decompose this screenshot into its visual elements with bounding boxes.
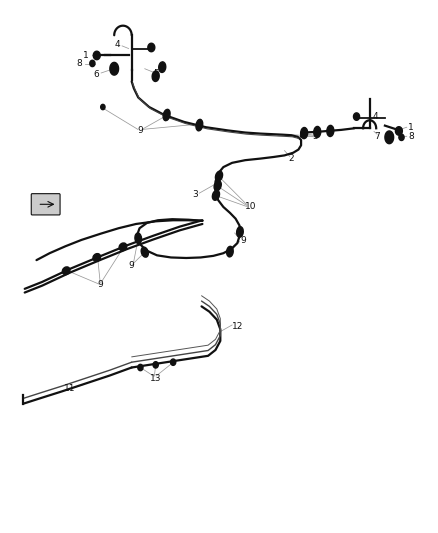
Text: 9: 9 [138, 126, 143, 135]
Text: 8: 8 [408, 132, 414, 141]
Ellipse shape [314, 126, 321, 138]
Text: 9: 9 [128, 261, 134, 270]
Ellipse shape [237, 227, 243, 237]
Ellipse shape [163, 109, 170, 120]
Ellipse shape [135, 233, 141, 244]
Text: 10: 10 [245, 202, 256, 211]
Ellipse shape [196, 119, 203, 131]
Ellipse shape [93, 254, 101, 261]
Polygon shape [396, 127, 403, 135]
Polygon shape [101, 104, 105, 110]
Text: 4: 4 [114, 41, 120, 50]
Text: 9: 9 [97, 280, 103, 289]
Text: 1: 1 [83, 51, 89, 60]
Text: 8: 8 [76, 60, 82, 68]
Polygon shape [399, 134, 404, 141]
Text: 5: 5 [153, 69, 159, 78]
Text: 7: 7 [374, 132, 380, 141]
Ellipse shape [159, 62, 166, 72]
Ellipse shape [119, 243, 127, 251]
Ellipse shape [214, 181, 221, 191]
Polygon shape [110, 62, 119, 75]
Text: 2: 2 [289, 154, 294, 163]
Polygon shape [153, 362, 158, 368]
Polygon shape [353, 113, 360, 120]
Ellipse shape [152, 71, 159, 82]
Ellipse shape [300, 127, 307, 139]
Ellipse shape [327, 125, 334, 136]
Polygon shape [148, 43, 155, 52]
Text: 9: 9 [240, 237, 246, 246]
Polygon shape [93, 51, 100, 60]
Text: 5: 5 [312, 132, 318, 141]
Ellipse shape [141, 247, 148, 257]
Polygon shape [385, 131, 394, 144]
Polygon shape [90, 60, 95, 67]
Polygon shape [138, 365, 143, 370]
Text: 1: 1 [408, 123, 414, 132]
Text: 12: 12 [232, 321, 244, 330]
Text: 6: 6 [94, 70, 99, 78]
Ellipse shape [226, 246, 233, 257]
Text: 11: 11 [64, 384, 75, 393]
Polygon shape [170, 359, 176, 366]
Ellipse shape [215, 171, 223, 181]
Ellipse shape [212, 190, 219, 200]
Text: 13: 13 [150, 374, 162, 383]
FancyBboxPatch shape [31, 193, 60, 215]
Text: 4: 4 [372, 111, 378, 120]
Ellipse shape [62, 267, 70, 274]
Text: 3: 3 [193, 190, 198, 199]
